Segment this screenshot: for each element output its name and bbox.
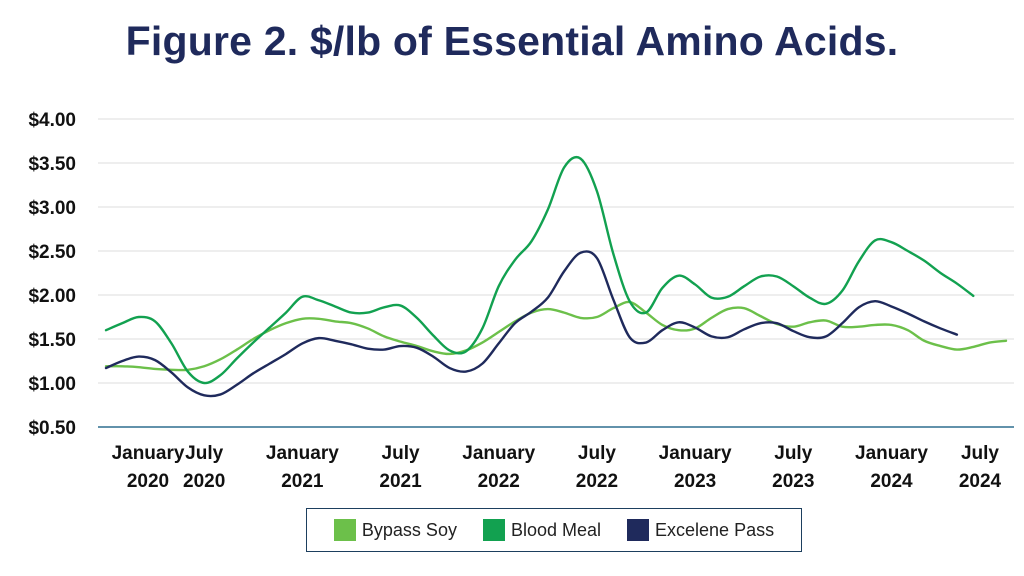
legend-swatch-excelene-pass [627,519,650,541]
legend-label-excelene-pass: Excelene Pass [655,519,775,540]
legend-item-blood-meal: Blood Meal [482,519,602,541]
y-tick-label: $1.00 [28,374,76,395]
x-tick-label: 2021 [379,471,422,492]
legend-item-excelene-pass: Excelene Pass [627,519,774,541]
x-tick-label: 2024 [959,471,1002,492]
y-tick-label: $2.50 [28,242,76,263]
series-line-bypass-soy [104,300,1008,372]
x-tick-label: 2020 [127,471,169,492]
x-tick-label: 2023 [674,471,716,492]
series-line-blood-meal [104,155,975,385]
series-line-excelene-pass [104,250,959,398]
x-tick-label: 2022 [576,471,618,492]
gridlines [98,118,1014,428]
x-tick-label: July [382,443,420,464]
legend-label-blood-meal: Blood Meal [510,519,602,540]
y-tick-label: $1.50 [28,330,76,351]
y-tick-label: $0.50 [28,418,76,439]
legend-swatch-bypass-soy [333,519,356,541]
x-tick-label: January [855,443,928,464]
y-tick-label: $2.00 [28,286,76,307]
x-tick-label: July [774,443,812,464]
chart-title: Figure 2. $/lb of Essential Amino Acids. [125,18,899,64]
x-tick-label: 2023 [772,471,814,492]
x-tick-label: January [462,443,535,464]
x-tick-label: January [266,443,339,464]
x-tick-label: January [112,443,185,464]
legend-label-bypass-soy: Bypass Soy [361,519,457,540]
x-axis-ticks: January 2020 July 2020 January 2021 July 2021 Ja… [112,443,1002,492]
legend: Bypass Soy Blood Meal Excelene Pass [306,508,802,552]
x-tick-label: January [659,443,732,464]
y-axis-ticks: $0.50 $1.00 $1.50 $2.00 $2.50 $3.00 $3.50 $4.00 [28,110,76,439]
x-tick-label: July [185,443,223,464]
legend-swatch-blood-meal [482,519,505,541]
y-tick-label: $3.00 [28,198,76,219]
x-tick-label: July [961,443,999,464]
y-tick-label: $3.50 [28,154,76,175]
y-tick-label: $4.00 [28,110,76,131]
x-tick-label: 2021 [281,471,324,492]
x-tick-label: 2020 [183,471,225,492]
legend-item-bypass-soy: Bypass Soy [333,519,457,541]
x-tick-label: 2022 [478,471,520,492]
x-tick-label: July [578,443,616,464]
x-tick-label: 2024 [870,471,913,492]
series-lines [104,155,1008,398]
